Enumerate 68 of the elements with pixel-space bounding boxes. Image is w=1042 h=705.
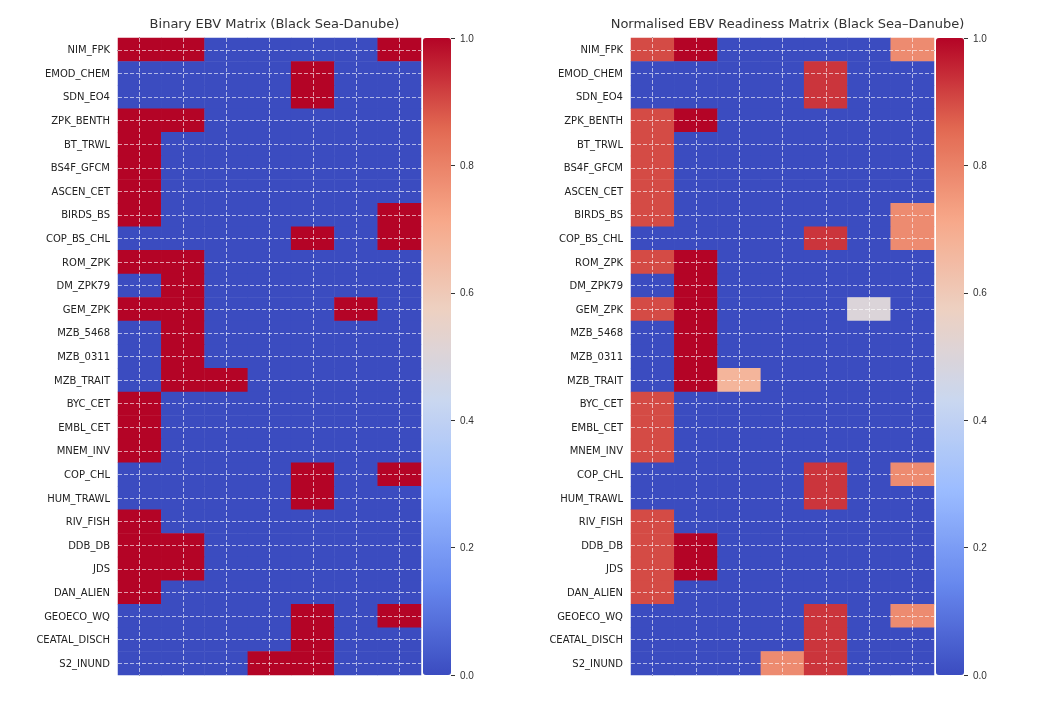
color-bar-label: 0.2 <box>973 542 988 554</box>
y-tick-label: RIV_FISH <box>65 516 110 529</box>
y-tick-label: CEATAL_DISCH <box>36 634 110 647</box>
y-tick-label: BS4F_GFCM <box>563 162 623 175</box>
y-tick-label: GEOECO_WQ <box>557 610 624 623</box>
y-tick-label: BIRDS_BS <box>574 209 623 222</box>
y-tick-label: MNEM_INV <box>569 445 624 458</box>
y-tick-label: EMOD_CHEM <box>45 67 110 80</box>
color-bar-label: 0.4 <box>460 414 475 426</box>
color-bar-label: 1.0 <box>460 32 475 44</box>
y-tick-label: JDS <box>92 563 110 575</box>
color-bar-label: 0.0 <box>460 669 475 681</box>
y-tick-label: DAN_ALIEN <box>566 586 623 599</box>
color-bar-label: 0.6 <box>460 287 475 299</box>
y-tick-label: BYC_CET <box>579 398 624 411</box>
y-tick-label: MZB_0311 <box>570 351 623 363</box>
y-tick-label: GEM_ZPK <box>575 303 624 316</box>
chart-title: Normalised EBV Readiness Matrix (Black Sea–Danube) <box>610 16 965 31</box>
color-bar-label: 0.8 <box>973 159 988 171</box>
y-tick-label: EMBL_CET <box>571 421 624 434</box>
y-tick-label: MZB_TRAIT <box>54 374 111 387</box>
color-bar-label: 1.0 <box>973 32 988 44</box>
y-tick-label: ROM_ZPK <box>62 256 111 269</box>
y-tick-label: JDS <box>605 563 623 575</box>
y-tick-label: SDN_EO4 <box>62 91 110 104</box>
y-tick-label: ZPK_BENTH <box>564 115 623 128</box>
y-tick-label: BIRDS_BS <box>61 209 110 222</box>
y-tick-label: DAN_ALIEN <box>53 586 110 599</box>
color-bar-label: 0.6 <box>973 287 988 299</box>
y-tick-label: MZB_TRAIT <box>567 374 624 387</box>
y-tick-label: COP_BS_CHL <box>559 233 624 246</box>
y-tick-label: NIM_FPK <box>580 44 624 57</box>
y-tick-label: MZB_0311 <box>57 351 110 363</box>
y-tick-label: DM_ZPK79 <box>56 280 110 293</box>
y-tick-label: CEATAL_DISCH <box>549 634 623 647</box>
y-tick-label: DM_ZPK79 <box>569 280 623 293</box>
y-tick-label: RIV_FISH <box>578 516 623 529</box>
y-tick-label: EMBL_CET <box>58 421 111 434</box>
y-tick-label: S2_INUND <box>59 657 111 670</box>
color-bar-label: 0.2 <box>460 542 475 554</box>
y-tick-label: NIM_FPK <box>67 44 111 57</box>
y-tick-label: EMOD_CHEM <box>558 67 623 80</box>
y-tick-label: DDB_DB <box>581 539 624 552</box>
y-tick-label: MZB_5468 <box>57 327 110 340</box>
y-tick-label: MNEM_INV <box>56 445 111 458</box>
color-bar-label: 0.8 <box>460 159 475 171</box>
y-tick-label: HUM_TRAWL <box>47 492 111 505</box>
y-tick-label: BT_TRWL <box>63 138 111 151</box>
y-tick-label: BS4F_GFCM <box>50 162 110 175</box>
y-tick-label: COP_BS_CHL <box>46 233 111 246</box>
y-tick-label: ASCEN_CET <box>51 185 111 198</box>
y-tick-label: ASCEN_CET <box>564 185 624 198</box>
y-tick-label: BYC_CET <box>66 398 111 411</box>
y-tick-label: MZB_5468 <box>570 327 623 340</box>
y-tick-label: COP_CHL <box>577 468 624 481</box>
y-tick-label: ROM_ZPK <box>575 256 624 269</box>
y-tick-label: DDB_DB <box>68 539 111 552</box>
y-tick-label: BT_TRWL <box>576 138 624 151</box>
y-tick-label: HUM_TRAWL <box>560 492 624 505</box>
y-tick-label: GEM_ZPK <box>62 303 111 316</box>
color-bar-label: 0.4 <box>973 414 988 426</box>
y-tick-label: GEOECO_WQ <box>44 610 111 623</box>
color-bar-label: 0.0 <box>973 669 988 681</box>
y-tick-label: COP_CHL <box>64 468 111 481</box>
y-tick-label: ZPK_BENTH <box>51 115 110 128</box>
y-tick-label: S2_INUND <box>572 657 624 670</box>
y-tick-label: SDN_EO4 <box>575 91 623 104</box>
chart-title: Binary EBV Matrix (Black Sea-Danube) <box>149 16 400 31</box>
